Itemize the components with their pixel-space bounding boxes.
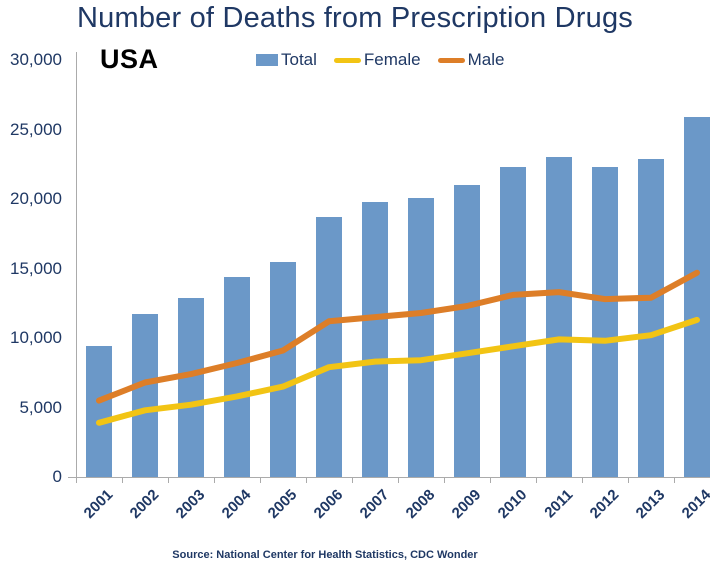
bar-2014 xyxy=(684,116,710,477)
y-tick-label: 10,000 xyxy=(10,328,62,347)
x-tick-mark xyxy=(352,477,353,483)
x-tick-mark xyxy=(536,477,537,483)
x-tick-label-2012: 2012 xyxy=(586,486,623,522)
x-tick-mark xyxy=(122,477,123,483)
x-tick-label-2011: 2011 xyxy=(541,486,577,522)
bar-2013 xyxy=(638,158,664,477)
y-tick-label: 25,000 xyxy=(10,119,62,139)
bar-2002 xyxy=(132,314,158,477)
bar-2006 xyxy=(316,217,342,477)
x-tick-label-2001: 2001 xyxy=(80,486,117,522)
bar-2001 xyxy=(86,346,112,477)
chart-title: Number of Deaths from Prescription Drugs xyxy=(77,2,633,34)
x-tick-mark xyxy=(76,477,77,483)
bar-2005 xyxy=(270,261,296,477)
x-tick-mark xyxy=(490,477,491,483)
y-tick-label: 20,000 xyxy=(10,189,62,208)
x-tick-label-2002: 2002 xyxy=(126,486,163,522)
legend-item-male: Male xyxy=(437,50,505,70)
y-tick-label: 5,000 xyxy=(19,397,62,417)
y-tick-label: 15,000 xyxy=(10,258,62,278)
x-tick-mark xyxy=(582,477,583,483)
bar-2008 xyxy=(408,197,434,477)
bar-2004 xyxy=(224,276,250,477)
source-note: Source: National Center for Health Stati… xyxy=(172,549,478,561)
legend-item-total: Total xyxy=(256,50,317,70)
x-tick-mark xyxy=(628,477,629,483)
x-tick-mark xyxy=(168,477,169,483)
x-tick-label-2003: 2003 xyxy=(172,486,209,522)
x-tick-label-2010: 2010 xyxy=(494,486,531,522)
total-bar-swatch-icon xyxy=(256,54,278,66)
legend-label-total: Total xyxy=(281,50,317,69)
x-tick-mark xyxy=(306,477,307,483)
x-tick-mark xyxy=(260,477,261,483)
bar-2012 xyxy=(592,167,618,477)
region-label: USA xyxy=(100,44,159,74)
legend-label-female: Female xyxy=(363,50,421,69)
y-tick-label: 30,000 xyxy=(10,50,62,69)
x-axis-line xyxy=(68,477,710,478)
x-tick-label-2014: 2014 xyxy=(678,486,710,522)
legend: Total Female Male xyxy=(256,50,504,70)
x-tick-mark xyxy=(444,477,445,483)
x-tick-label-2008: 2008 xyxy=(402,486,439,522)
female-line-swatch-icon xyxy=(333,57,361,63)
x-tick-label-2006: 2006 xyxy=(310,486,347,522)
x-tick-mark xyxy=(674,477,675,483)
x-tick-mark xyxy=(398,477,399,483)
male-line-swatch-icon xyxy=(437,57,465,63)
bar-2007 xyxy=(362,201,388,477)
x-tick-label-2004: 2004 xyxy=(218,486,255,522)
x-tick-label-2009: 2009 xyxy=(448,486,485,522)
x-tick-mark xyxy=(214,477,215,483)
bar-2010 xyxy=(500,167,526,477)
legend-item-female: Female xyxy=(333,50,421,70)
x-tick-label-2007: 2007 xyxy=(356,486,393,522)
bar-2011 xyxy=(546,157,572,477)
x-tick-label-2005: 2005 xyxy=(264,486,301,522)
bar-2003 xyxy=(178,297,204,477)
y-axis-line xyxy=(76,52,77,477)
y-tick-label: 0 xyxy=(52,467,62,486)
bar-2009 xyxy=(454,185,480,477)
legend-label-male: Male xyxy=(467,50,505,69)
x-tick-label-2013: 2013 xyxy=(632,486,669,522)
